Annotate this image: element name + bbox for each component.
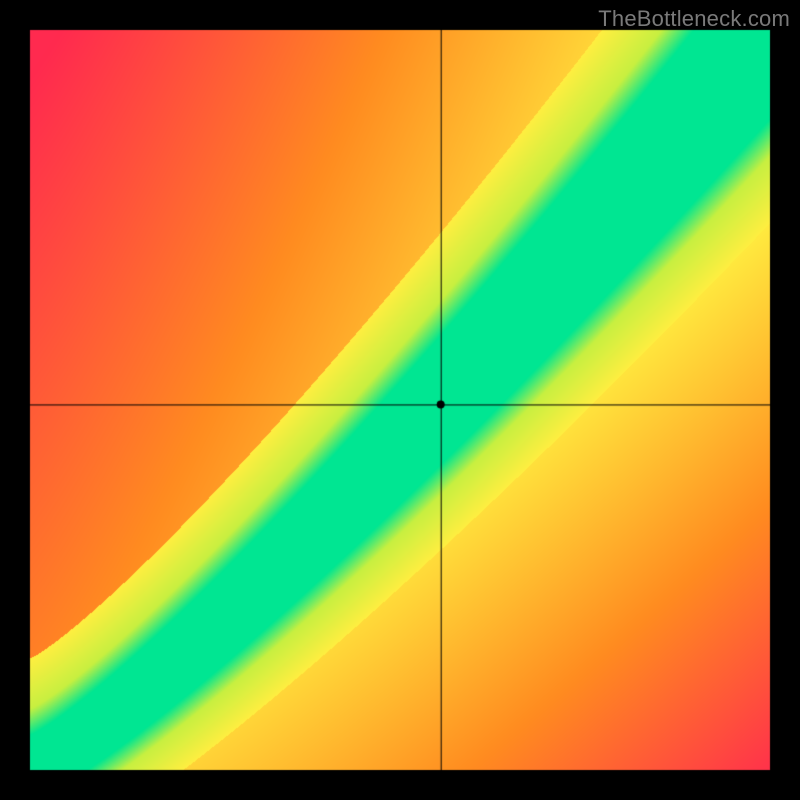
chart-container: TheBottleneck.com xyxy=(0,0,800,800)
heatmap-canvas xyxy=(0,0,800,800)
watermark-label: TheBottleneck.com xyxy=(598,6,790,32)
